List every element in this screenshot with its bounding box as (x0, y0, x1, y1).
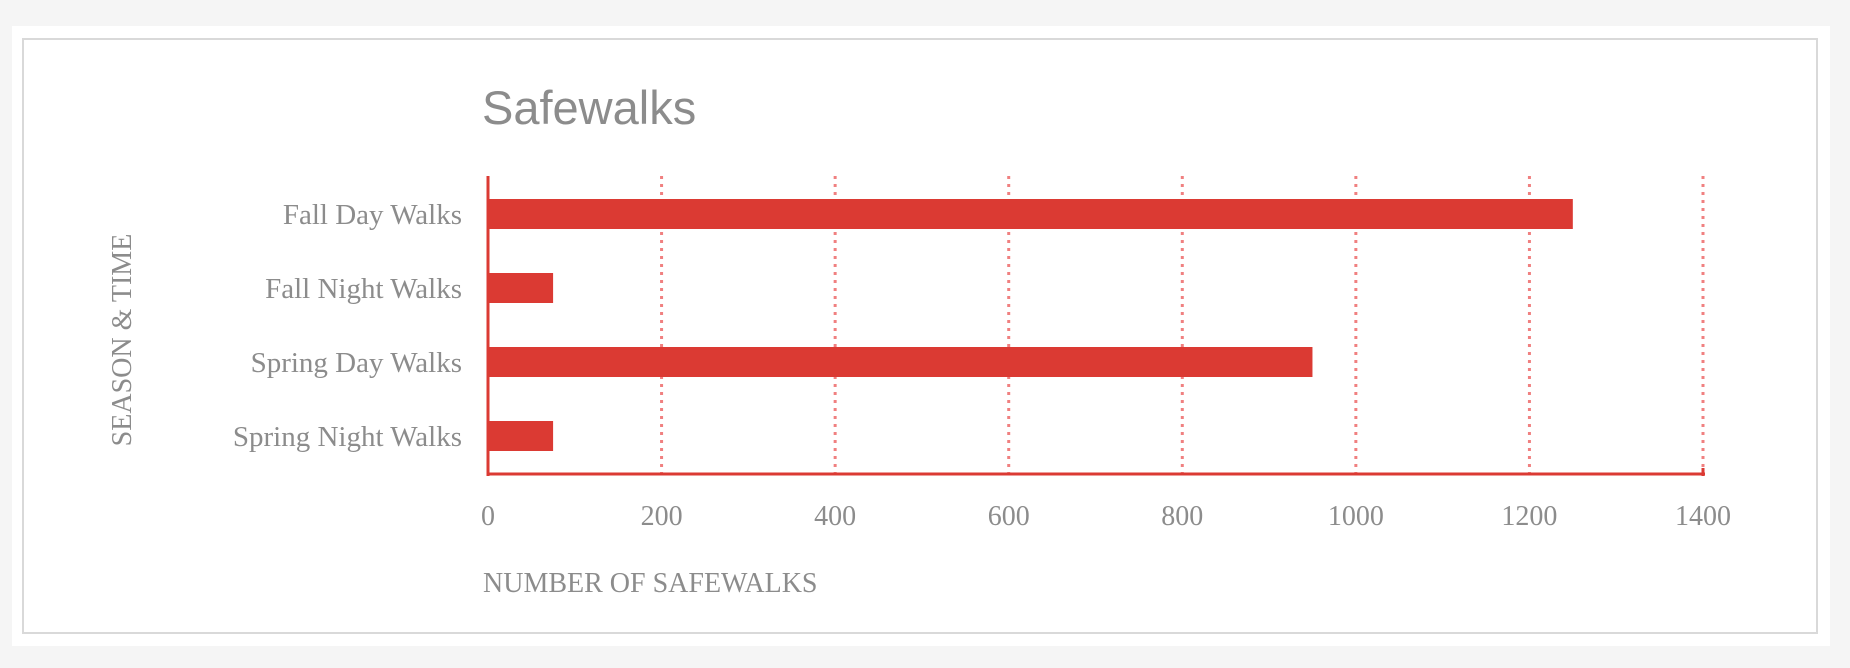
x-tick-label-1000: 1000 (1328, 501, 1384, 532)
category-label-fall-night-walks: Fall Night Walks (265, 273, 462, 305)
chart-frame (22, 38, 1818, 634)
x-tick-label-800: 800 (1161, 501, 1203, 532)
x-tick-label-200: 200 (641, 501, 683, 532)
chart-title: Safewalks (482, 81, 696, 134)
y-axis-label: SEASON & TIME (107, 234, 138, 447)
bar-spring-night-walks (488, 421, 554, 451)
axes (486, 176, 1705, 476)
x-tick-label-1200: 1200 (1501, 501, 1557, 532)
category-label-spring-day-walks: Spring Day Walks (251, 347, 462, 379)
bar-fall-day-walks (488, 199, 1573, 229)
x-axis-label: NUMBER OF SAFEWALKS (483, 568, 818, 599)
category-label-spring-night-walks: Spring Night Walks (233, 421, 462, 453)
bar-fall-night-walks (488, 273, 554, 303)
category-label-fall-day-walks: Fall Day Walks (283, 199, 462, 231)
x-tick-label-600: 600 (988, 501, 1030, 532)
x-tick-label-0: 0 (481, 501, 495, 532)
category-labels: Fall Day Walks Fall Night Walks Spring Day… (233, 199, 462, 453)
bar-spring-day-walks (488, 347, 1313, 377)
x-tick-label-400: 400 (814, 501, 856, 532)
x-tick-label-1400: 1400 (1675, 501, 1731, 532)
bars (488, 199, 1573, 451)
x-tick-labels: 0 200 400 600 800 1000 1200 1400 (481, 501, 1731, 532)
